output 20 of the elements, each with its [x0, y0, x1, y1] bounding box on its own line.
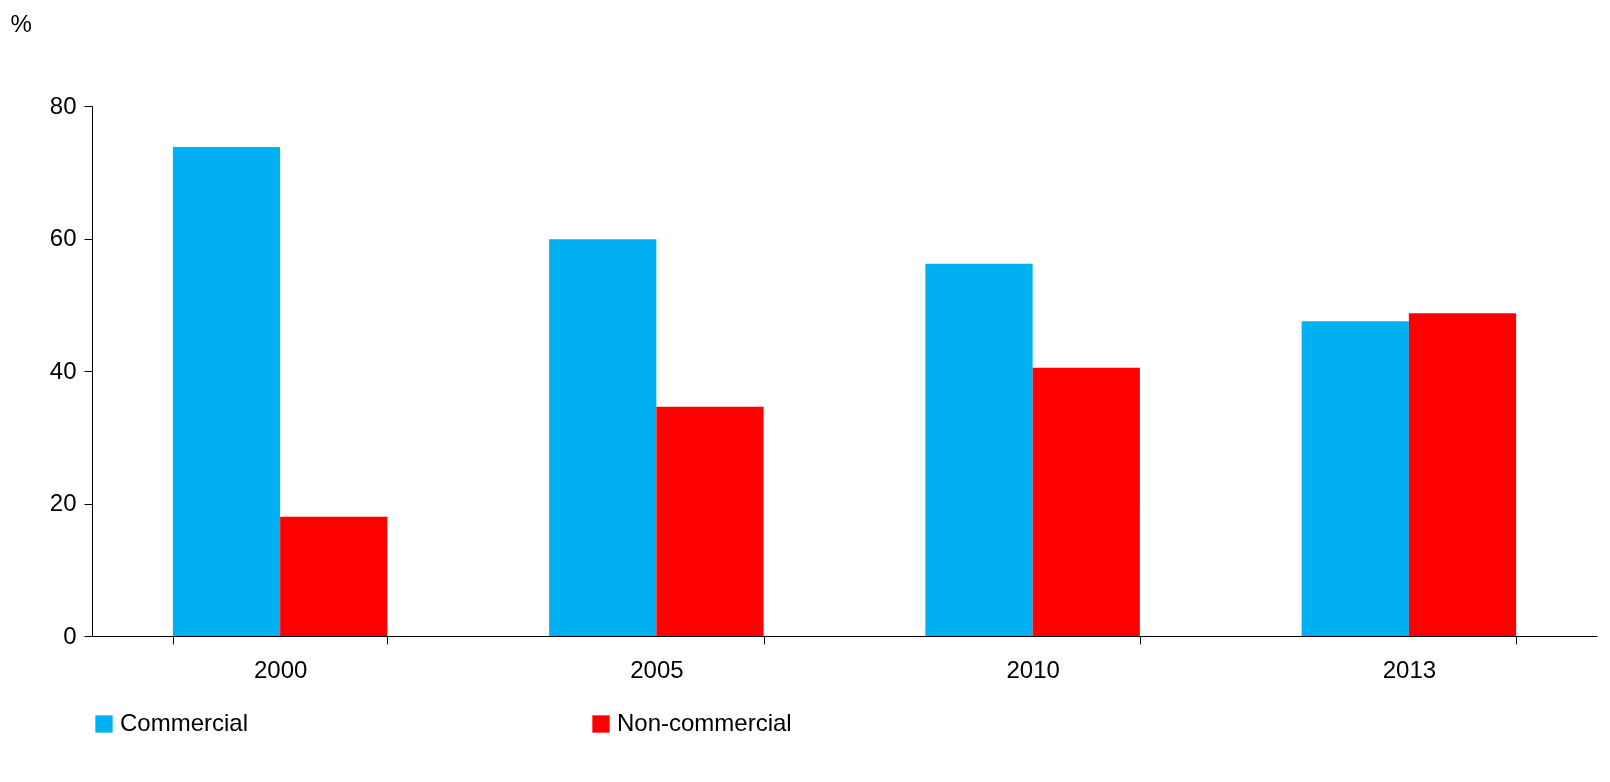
x-tick-label: 2010: [1006, 655, 1060, 683]
x-tick-label: 2005: [630, 655, 684, 683]
bar: [172, 147, 281, 636]
y-tick-label: 40: [49, 356, 77, 384]
bar: [280, 516, 388, 636]
bar: [925, 263, 1033, 636]
bar: [1032, 367, 1140, 636]
bar: [1408, 313, 1517, 636]
legend-label: Non-commercial: [617, 709, 792, 736]
bar: [549, 239, 657, 636]
y-tick-label: 0: [63, 621, 77, 649]
x-tick-label: 2000: [253, 655, 308, 683]
bar: [656, 406, 764, 636]
y-axis-title: %: [10, 9, 32, 37]
x-tick-label: 2013: [1382, 655, 1437, 683]
y-tick-label: 80: [49, 91, 77, 119]
y-tick-label: 60: [49, 224, 77, 251]
legend-label: Commercial: [120, 709, 249, 736]
bar: [1301, 321, 1409, 636]
y-tick-label: 20: [49, 489, 77, 516]
